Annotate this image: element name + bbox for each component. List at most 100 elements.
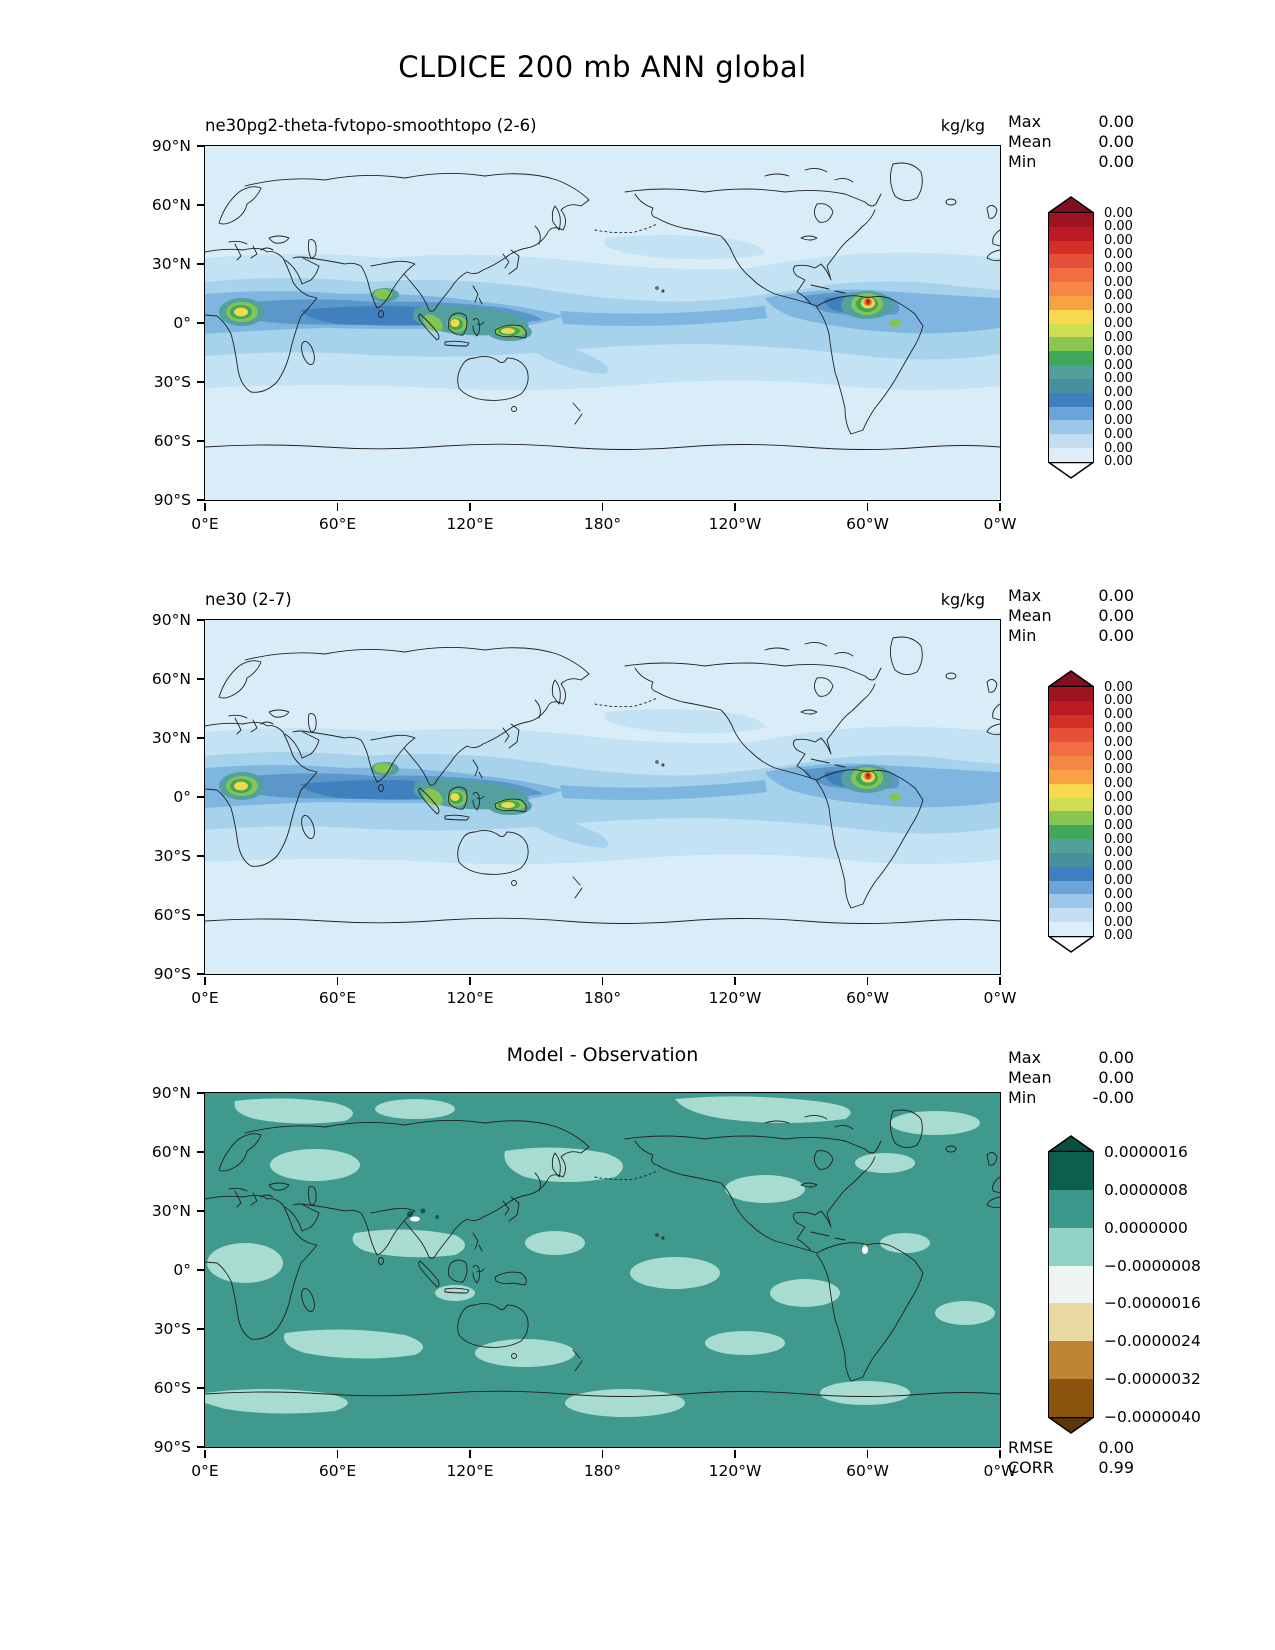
panel2-colorbar-cap-top [1046,670,1096,691]
panel1-colorbar [1048,213,1094,462]
x-tick-label: 0°E [191,515,219,533]
colorbar-segment [1049,811,1093,826]
colorbar-segment [1049,797,1093,812]
panel3-stats: Max 0.00 Mean 0.00 Min -0.00 [1008,1048,1134,1108]
colorbar-segment [1049,213,1093,227]
y-tick-label: 90°S [153,491,191,509]
y-tick-label: 0° [173,314,191,332]
y-tick-label: 30°N [151,729,191,747]
y-tick-label: 0° [173,1261,191,1279]
y-tick-label: 60°N [151,1143,191,1161]
y-tick-label: 60°S [153,1379,191,1397]
stat-label: CORR [1008,1458,1054,1477]
y-tick-label: 30°N [151,255,191,273]
colorbar-segment [1049,1227,1093,1266]
panel3-y-axis: 90°N 60°N 30°N 0° 30°S 60°S 90°S [117,1084,205,1456]
x-tick-label: 120°E [446,1462,494,1480]
panel2-stats: Max 0.00 Mean 0.00 Min 0.00 [1008,586,1134,646]
colorbar-segment [1049,908,1093,923]
colorbar-segment [1049,894,1093,909]
colorbar-cap-top-triangle [1046,196,1096,214]
colorbar-segment [1049,742,1093,757]
colorbar-cap-bottom-triangle [1046,935,1096,953]
stat-row: Mean 0.00 [1008,606,1134,626]
colorbar-segment [1049,1379,1093,1418]
colorbar-segment [1049,839,1093,853]
panel1-stats: Max 0.00 Mean 0.00 Min 0.00 [1008,112,1134,172]
panel1-subtitle: ne30pg2-theta-fvtopo-smoothtopo (2-6) [205,116,537,135]
colorbar-segment [1049,769,1093,784]
colorbar-segment [1049,825,1093,840]
stat-value: 0.00 [1098,606,1134,625]
y-tick-label: 90°N [151,611,191,629]
panel1-colorbar-cap-top [1046,196,1096,217]
stat-row: Max 0.00 [1008,1048,1134,1068]
x-tick-label: 120°E [446,515,494,533]
x-tick-label: 120°E [446,989,494,1007]
colorbar-segment [1049,282,1093,296]
stat-row: CORR 0.99 [1008,1458,1134,1478]
stat-label: Min [1008,152,1037,171]
stat-row: RMSE 0.00 [1008,1438,1134,1458]
stat-value: 0.00 [1098,132,1134,151]
colorbar-cap-top-triangle [1046,670,1096,688]
colorbar-segment [1049,392,1093,407]
x-tick-label: 0°W [983,989,1017,1007]
stat-row: Max 0.00 [1008,112,1134,132]
y-tick-label: 60°N [151,196,191,214]
stat-label: Mean [1008,1068,1052,1087]
colorbar-segment [1049,1189,1093,1228]
colorbar-segment [1049,1152,1093,1190]
panel1-x-axis: 0°E 60°E 120°E 180° 120°W 60°W 0°W [191,503,1016,533]
x-tick-label: 120°W [708,515,762,533]
colorbar-segment [1049,420,1093,435]
stat-row: Mean 0.00 [1008,1068,1134,1088]
colorbar-segment [1049,714,1093,729]
stat-label: Mean [1008,132,1052,151]
y-tick-label: 90°N [151,137,191,155]
x-tick-label: 0°E [191,1462,219,1480]
panel2-units-label: kg/kg [940,590,985,609]
x-tick-label: 60°W [846,515,889,533]
colorbar-segment [1049,880,1093,895]
panel3-x-axis: 0°E 60°E 120°E 180° 120°W 60°W 0°W [191,1450,1016,1480]
x-tick-label: 60°W [846,989,889,1007]
colorbar-segment [1049,254,1093,269]
colorbar-segment [1049,1265,1093,1304]
stat-label: Mean [1008,606,1052,625]
panel1-y-axis: 90°N 60°N 30°N 0° 30°S 60°S 90°S [117,137,205,509]
colorbar-cap-top-triangle [1046,1135,1096,1153]
stat-row: Min 0.00 [1008,626,1134,646]
y-tick-label: 0° [173,788,191,806]
stat-label: Min [1008,1088,1037,1107]
panel2-colorbar-labels: 0.00 0.00 0.00 0.00 0.00 0.00 0.00 0.00 … [1104,679,1133,944]
colorbar-segment [1049,756,1093,770]
y-tick-label: 30°S [153,1320,191,1338]
y-tick-label: 60°S [153,432,191,450]
colorbar-segment [1049,295,1093,310]
x-tick-label: 60°E [318,989,357,1007]
colorbar-segment [1049,922,1093,936]
colorbar-segment [1049,448,1093,462]
colorbar-segment [1049,240,1093,255]
colorbar-segment [1049,783,1093,798]
panel3-colorbar-cap-top [1046,1135,1096,1156]
x-tick-label: 60°W [846,1462,889,1480]
panel3-title: Model - Observation [506,1044,699,1066]
stat-row: Max 0.00 [1008,586,1134,606]
x-tick-label: 0°E [191,989,219,1007]
panel1-colorbar-labels: 0.00 0.00 0.00 0.00 0.00 0.00 0.00 0.00 … [1104,205,1133,470]
figure-title: CLDICE 200 mb ANN global [398,50,807,84]
colorbar-segment [1049,687,1093,701]
map-panel-2 [204,619,1001,975]
panel2-colorbar-cap-bottom [1046,935,1096,957]
stat-value: 0.00 [1098,152,1134,171]
colorbar-segment [1049,365,1093,379]
colorbar-segment [1049,434,1093,449]
colorbar-segment [1049,866,1093,881]
colorbar-segment [1049,728,1093,743]
stat-label: Max [1008,1048,1042,1067]
x-tick-label: 60°E [318,1462,357,1480]
colorbar-segment [1049,323,1093,338]
